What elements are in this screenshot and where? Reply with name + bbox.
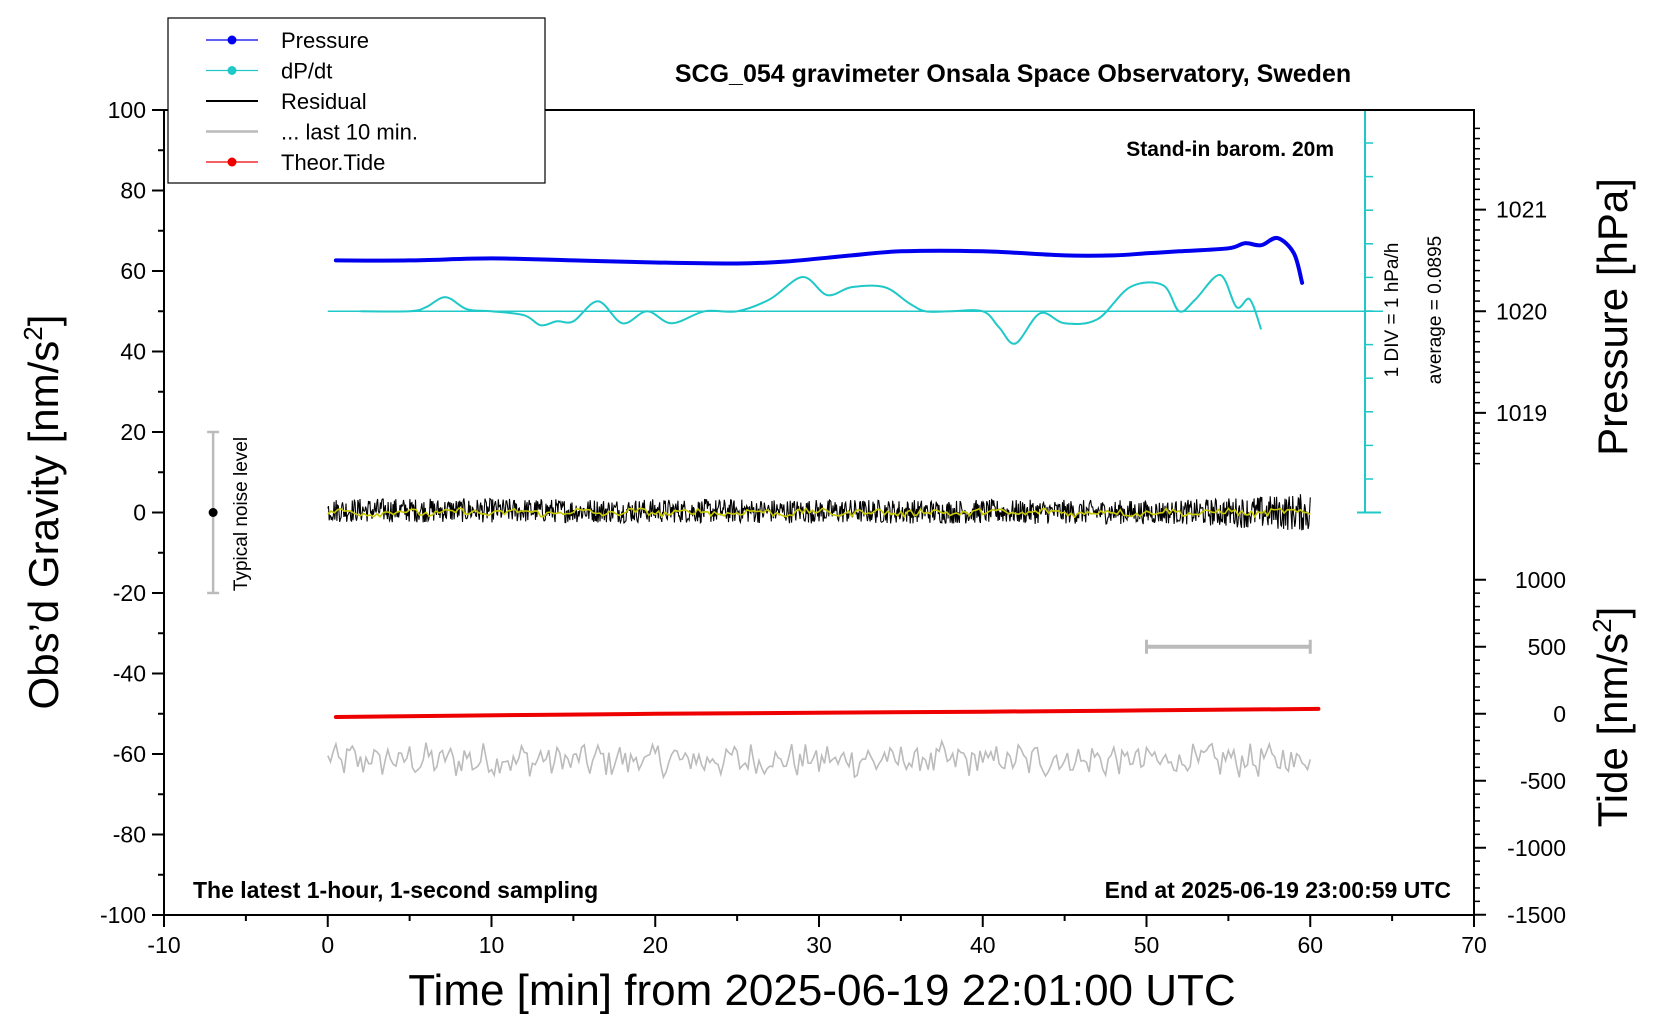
y-tick-label: -20 <box>113 580 146 606</box>
y-tick-label: 20 <box>120 419 146 445</box>
legend: Pressure dP/dt Residual ... last 10 min. The… <box>167 17 546 184</box>
noise-bar-center <box>208 508 218 517</box>
last10-line <box>327 738 1312 780</box>
tide-axis-label-text: Tide [nm/s <box>1589 633 1636 828</box>
dpdt-scale-label: 1 DIV = 1 hPa/h <box>1382 243 1403 378</box>
y-tick-label: 0 <box>133 500 146 526</box>
residual-smooth-line <box>327 506 1311 519</box>
x-tick-label: 40 <box>970 932 996 958</box>
y-tick-label: -40 <box>113 661 146 687</box>
barometer-note: Stand-in barom. 20m <box>1126 138 1334 161</box>
tide-tick-label: -500 <box>1520 768 1566 794</box>
y-axis-label-sup: 2 <box>18 326 48 340</box>
pressure-tick-label: 1021 <box>1496 197 1547 223</box>
x-tick-label: 70 <box>1461 932 1487 958</box>
y-axis-label-end: ] <box>20 315 67 327</box>
x-tick-label: 30 <box>806 932 832 958</box>
tide-axis-label: Tide [nm/s2] <box>1587 607 1636 828</box>
x-tick-label: -10 <box>147 932 180 958</box>
legend-marker <box>227 35 237 45</box>
y-tick-label: 40 <box>120 339 146 365</box>
tide-tick-label: 0 <box>1553 701 1566 727</box>
dpdt-average-label: average = 0.0895 <box>1425 236 1446 384</box>
legend-label: dP/dt <box>281 59 332 84</box>
legend-marker <box>227 157 237 167</box>
pressure-tick-label: 1020 <box>1496 298 1547 324</box>
pressure-line <box>333 235 1305 285</box>
x-axis-label: Time [min] from 2025-06-19 22:01:00 UTC <box>408 966 1235 1015</box>
pressure-axis-label: Pressure [hPa] <box>1589 178 1636 456</box>
x-tick-label: 60 <box>1297 932 1323 958</box>
y-tick-label: -80 <box>113 822 146 848</box>
y-tick-label: -100 <box>100 902 146 928</box>
noise-level-label: Typical noise level <box>231 437 252 591</box>
legend-marker <box>227 66 237 75</box>
y-tick-label: 60 <box>120 258 146 284</box>
x-tick-label: 10 <box>479 932 505 958</box>
sampling-note: The latest 1-hour, 1-second sampling <box>193 877 598 903</box>
legend-label: Pressure <box>281 28 369 53</box>
residual-line <box>327 494 1311 531</box>
tide-line <box>333 706 1321 719</box>
legend-label: ... last 10 min. <box>281 120 418 145</box>
x-tick-label: 20 <box>642 932 668 958</box>
legend-label: Theor.Tide <box>281 150 385 175</box>
x-tick-label: 0 <box>321 932 334 958</box>
y-axis-label: Obs’d Gravity [nm/s2] <box>18 315 67 710</box>
y-tick-label: -60 <box>113 741 146 767</box>
x-tick-label: 50 <box>1134 932 1160 958</box>
tide-tick-label: 500 <box>1528 634 1566 660</box>
end-time-note: End at 2025-06-19 23:00:59 UTC <box>1105 877 1451 903</box>
tide-tick-label: 1000 <box>1515 567 1566 593</box>
chart-title: SCG_054 gravimeter Onsala Space Observat… <box>675 60 1351 88</box>
tide-axis-label-sup: 2 <box>1587 618 1617 632</box>
legend-label: Residual <box>281 89 367 114</box>
tide-tick-label: -1500 <box>1507 902 1566 928</box>
y-axis-label-text: Obs’d Gravity [nm/s <box>20 341 67 710</box>
tide-tick-label: -1000 <box>1507 835 1566 861</box>
tide-axis-label-end: ] <box>1589 607 1636 619</box>
y-tick-label: 80 <box>120 178 146 204</box>
dpdt-line <box>360 274 1263 345</box>
y-tick-label: 100 <box>108 97 146 123</box>
pressure-tick-label: 1019 <box>1496 400 1547 426</box>
